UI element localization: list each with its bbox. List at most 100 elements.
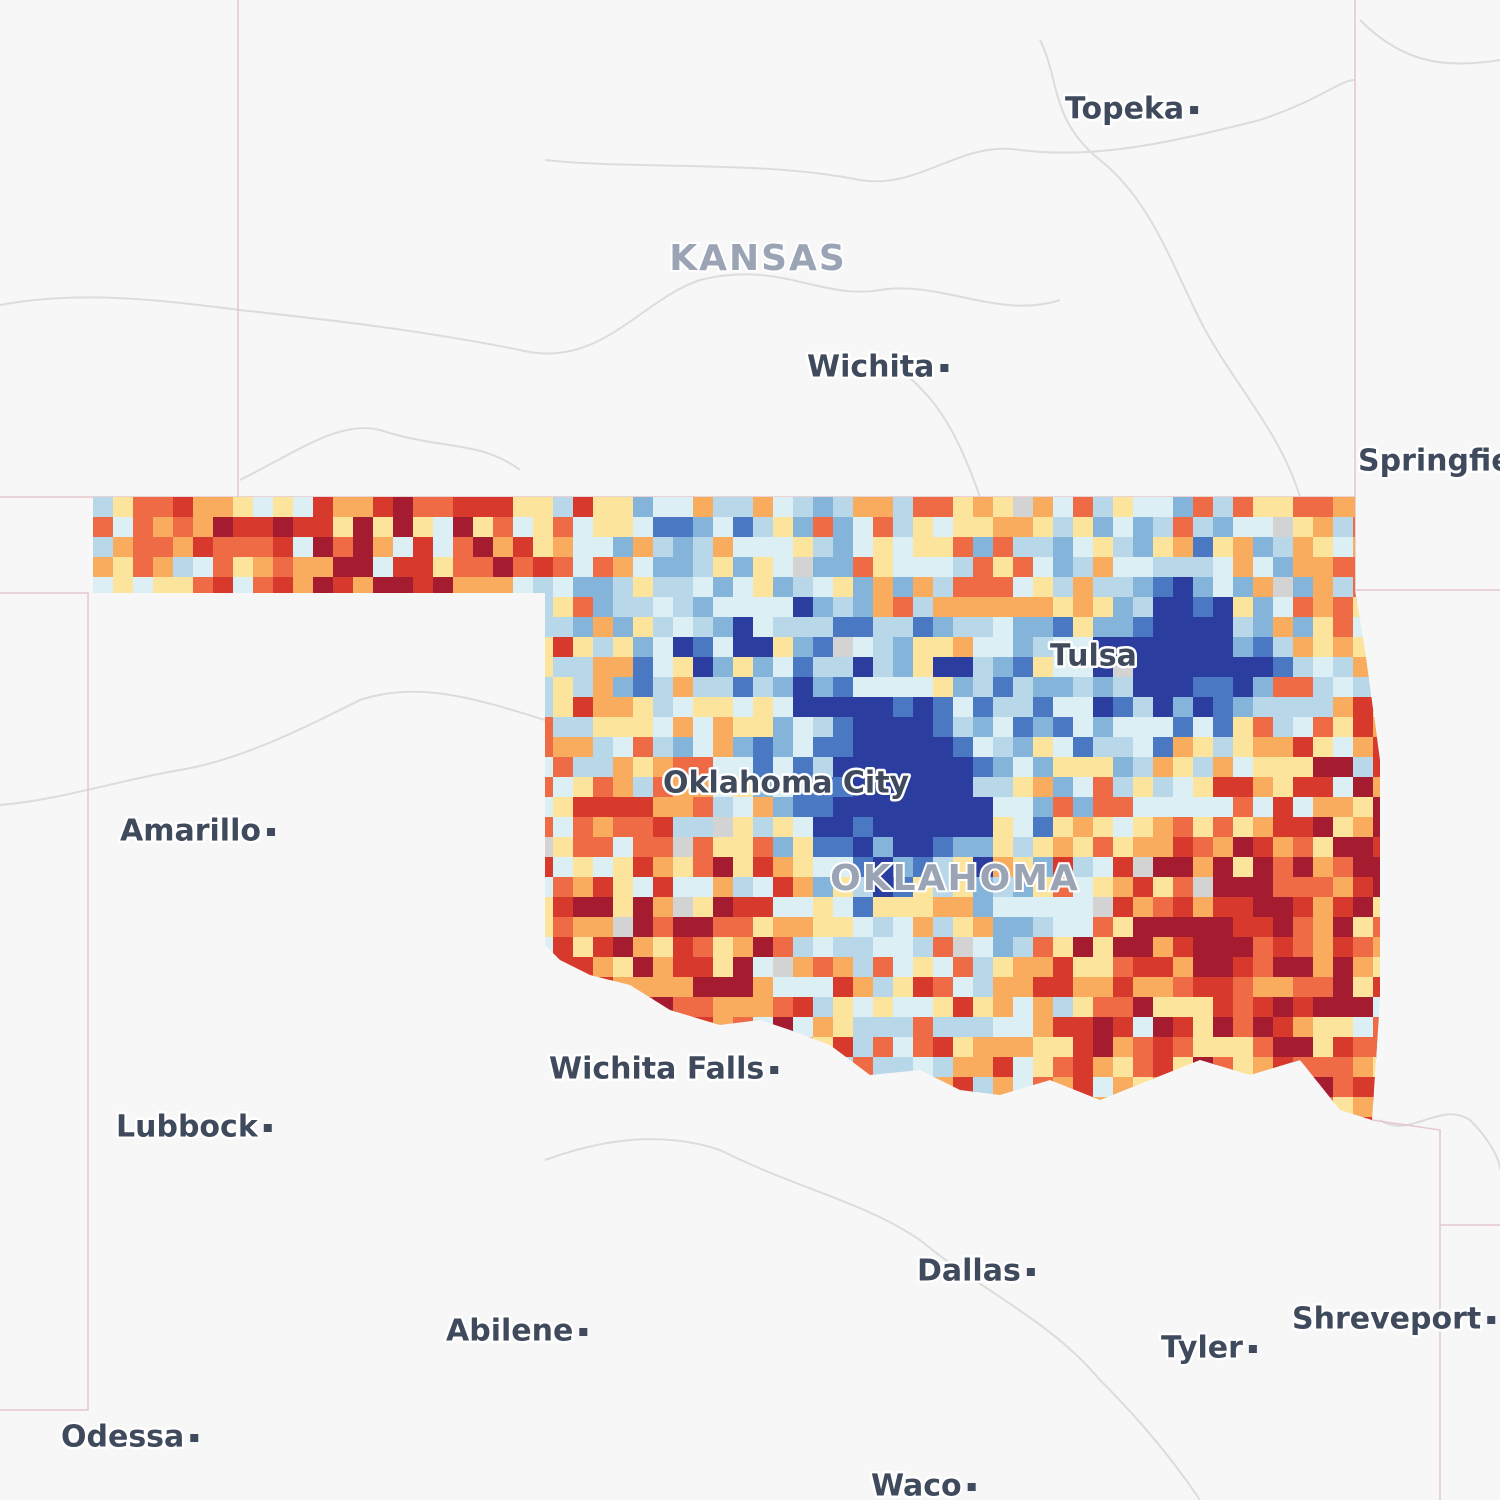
precinct <box>613 857 638 880</box>
precinct <box>773 717 798 738</box>
precinct <box>593 577 616 600</box>
precinct <box>1053 637 1075 659</box>
precinct <box>1313 637 1333 657</box>
precinct <box>793 657 813 680</box>
precinct <box>913 937 938 957</box>
precinct <box>1293 657 1317 678</box>
precinct <box>1113 997 1138 1017</box>
precinct <box>413 557 436 580</box>
precinct <box>1333 637 1355 659</box>
precinct <box>233 557 256 581</box>
precinct <box>1233 657 1253 680</box>
precinct <box>973 977 996 1000</box>
precinct <box>953 497 973 519</box>
precinct <box>633 777 657 798</box>
precinct <box>753 617 774 638</box>
precinct <box>1113 977 1138 997</box>
precinct <box>1193 537 1213 557</box>
precinct <box>993 897 1016 918</box>
precinct <box>1133 937 1155 961</box>
precinct <box>753 997 775 1019</box>
precinct <box>1113 957 1138 980</box>
precinct <box>813 797 833 817</box>
precinct <box>973 577 995 599</box>
precinct <box>1053 537 1074 562</box>
precinct <box>833 537 853 557</box>
precinct <box>1133 777 1158 800</box>
precinct <box>773 937 793 957</box>
precinct <box>1153 737 1177 757</box>
city-label: Oklahoma City <box>663 766 910 801</box>
precinct <box>1373 977 1380 999</box>
precinct <box>1273 577 1294 597</box>
precinct <box>873 857 894 879</box>
precinct <box>1293 677 1316 698</box>
precinct <box>753 657 775 678</box>
precinct <box>1213 557 1234 580</box>
precinct <box>813 697 833 721</box>
precinct <box>613 577 637 598</box>
precinct <box>713 877 736 902</box>
precinct <box>1093 937 1113 962</box>
precinct <box>653 697 673 718</box>
precinct <box>1293 957 1315 980</box>
precinct <box>1173 577 1193 601</box>
precinct <box>1213 877 1233 897</box>
precinct <box>813 757 834 779</box>
precinct <box>913 557 937 578</box>
precinct <box>393 497 416 519</box>
precinct <box>773 677 793 700</box>
precinct <box>813 557 835 577</box>
precinct <box>993 497 1014 519</box>
precinct <box>773 557 796 581</box>
precinct <box>1033 977 1053 1001</box>
precinct <box>973 717 997 737</box>
precinct <box>693 957 716 977</box>
precinct <box>1213 697 1236 721</box>
precinct <box>733 657 753 680</box>
precinct <box>853 877 874 900</box>
precinct <box>313 517 335 542</box>
precinct <box>673 697 697 719</box>
precinct <box>573 697 593 722</box>
precinct <box>753 697 774 717</box>
precinct <box>653 817 673 842</box>
precinct <box>573 777 594 800</box>
precinct <box>1193 997 1214 1021</box>
precinct <box>1013 737 1035 758</box>
precinct <box>613 797 633 819</box>
precinct <box>293 517 313 538</box>
precinct <box>893 597 915 620</box>
precinct <box>813 817 833 841</box>
precinct <box>553 557 576 578</box>
precinct <box>753 957 773 981</box>
precinct <box>1253 817 1273 839</box>
precinct <box>1013 557 1038 580</box>
precinct <box>753 977 773 997</box>
precinct <box>593 557 613 580</box>
precinct <box>1073 617 1093 638</box>
precinct <box>1253 977 1273 999</box>
precinct <box>693 817 714 839</box>
precinct <box>1313 677 1336 697</box>
precinct <box>113 537 135 559</box>
precinct <box>573 817 597 838</box>
precinct <box>873 817 896 838</box>
precinct <box>653 597 677 619</box>
precinct <box>993 837 1015 859</box>
precinct <box>1173 637 1198 660</box>
precinct <box>1093 737 1115 761</box>
precinct <box>493 557 518 579</box>
precinct <box>1253 857 1278 878</box>
precinct <box>733 537 758 559</box>
precinct <box>1313 797 1337 820</box>
precinct <box>1193 657 1214 682</box>
precinct <box>273 537 295 560</box>
precinct <box>713 777 738 798</box>
precinct <box>1273 837 1294 857</box>
precinct <box>993 777 1018 800</box>
precinct <box>673 837 695 862</box>
precinct <box>893 737 915 758</box>
precinct <box>773 737 797 760</box>
precinct <box>93 497 117 519</box>
